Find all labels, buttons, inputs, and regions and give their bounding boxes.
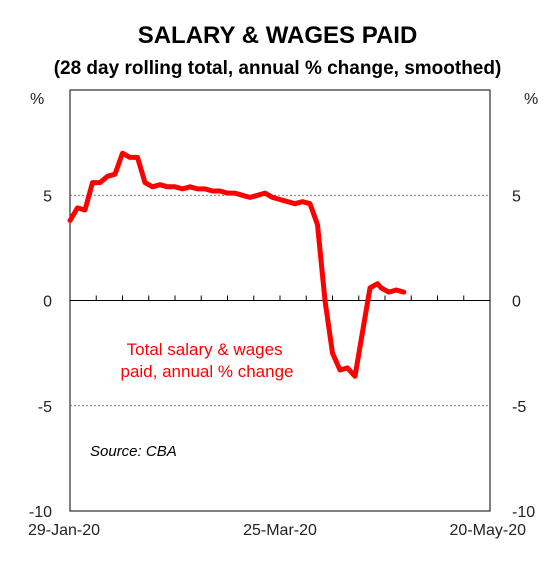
- source-note: Source: CBA: [90, 443, 177, 460]
- chart-subtitle: (28 day rolling total, annual % change, …: [53, 58, 502, 79]
- y-tick-label-left: -5: [38, 399, 52, 416]
- y-tick-label-right: -5: [512, 399, 526, 416]
- y-tick-label-right: 0: [512, 294, 521, 311]
- x-tick-label: 20-May-20: [450, 522, 527, 539]
- x-tick-label: 29-Jan-20: [28, 522, 100, 539]
- chart-title: SALARY & WAGES PAID: [137, 22, 418, 49]
- y-axis-label-right: %: [524, 91, 538, 108]
- y-tick-label-left: 0: [43, 294, 52, 311]
- y-tick-label-right: -10: [512, 504, 535, 521]
- x-tick-label: 25-Mar-20: [243, 522, 317, 539]
- y-tick-label-right: 5: [512, 188, 521, 205]
- y-tick-labels: -10 -10 -5 -5 0 0 5 5: [29, 188, 535, 521]
- y-tick-label-left: 5: [43, 188, 52, 205]
- y-tick-label-left: -10: [29, 504, 52, 521]
- x-tick-marks: [95, 295, 465, 301]
- series-annotation-line-1: Total salary & wages: [127, 340, 283, 359]
- y-axis-label-left: %: [30, 91, 44, 108]
- series-annotation-line-2: paid, annual % change: [121, 362, 294, 381]
- series-line-salary-wages: [67, 150, 407, 379]
- series-annotation: Total salary & wages paid, annual % chan…: [121, 340, 294, 381]
- x-tick-labels: 29-Jan-20 25-Mar-20 20-May-20: [28, 522, 526, 539]
